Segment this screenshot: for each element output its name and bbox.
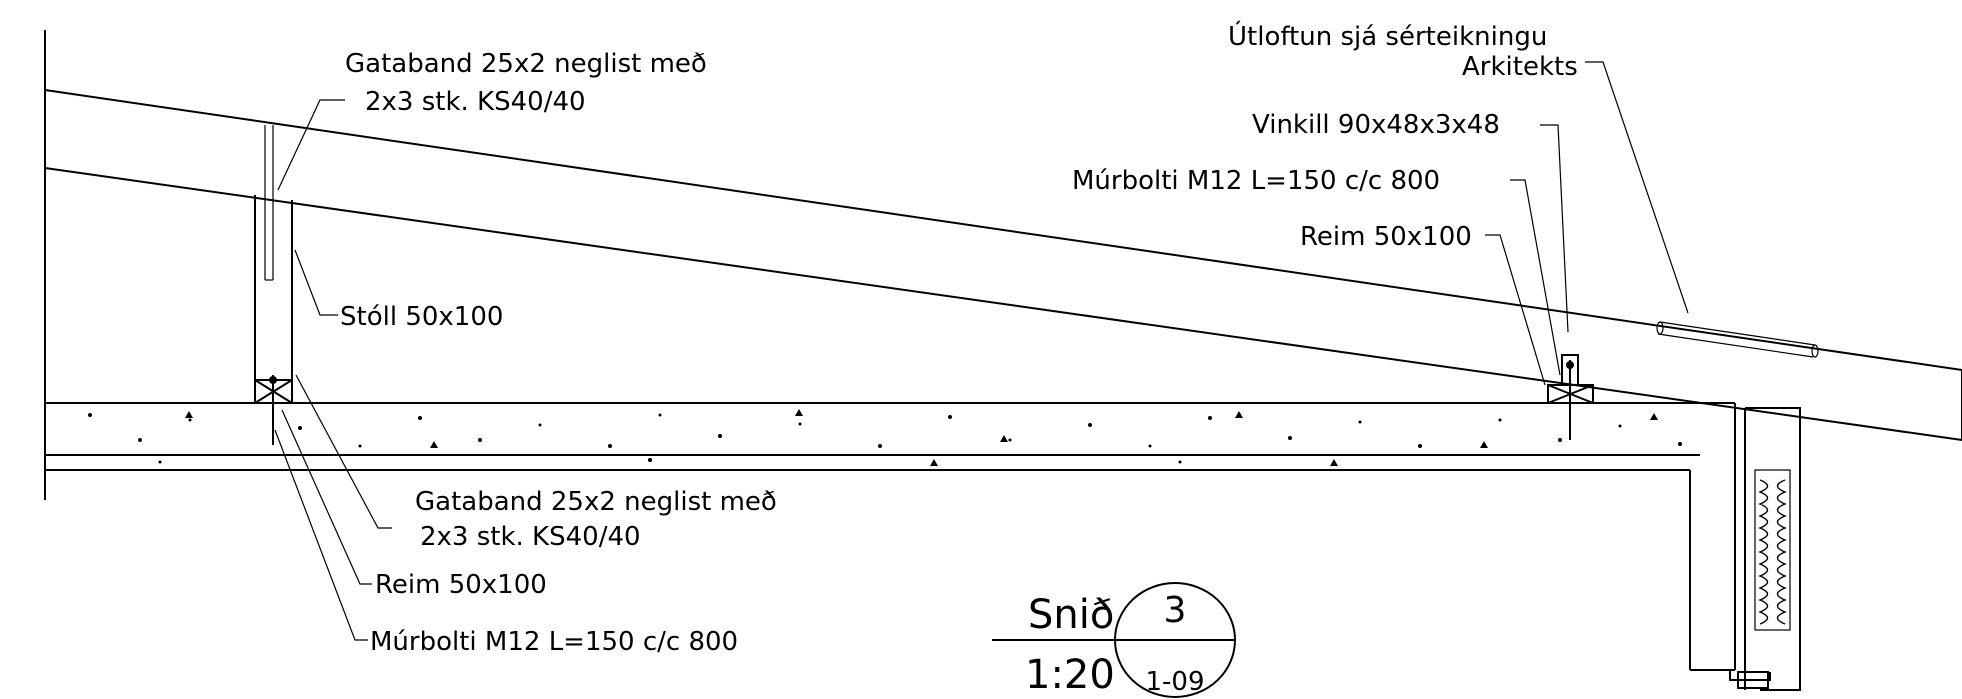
label-gataband-bottom-2: 2x3 stk. KS40/40 [420,522,641,552]
exterior-wall [1690,403,1801,691]
concrete-slab [45,402,1735,670]
label-murbolti-left: Múrbolti M12 L=150 c/c 800 [370,627,738,657]
label-murbolti-right: Múrbolti M12 L=150 c/c 800 [1072,166,1440,196]
label-reim-left: Reim 50x100 [375,570,547,600]
post-stoll [254,125,293,445]
label-utloftun-2: Arkitekts [1462,52,1578,82]
section-scale: 1:20 [1025,652,1115,698]
leader-lines [274,61,1689,641]
rafter [44,89,1962,441]
label-vinkill: Vinkill 90x48x3x48 [1252,110,1500,140]
label-gataband-bottom-1: Gataband 25x2 neglist með [415,487,777,517]
label-stoll: Stóll 50x100 [340,302,503,332]
reim-right-detail [1547,354,1594,440]
concrete-aggregate [88,409,1682,466]
label-gataband-top-1: Gataband 25x2 neglist með [345,49,707,79]
label-utloftun-1: Útloftun sjá sérteikningu [1228,20,1547,52]
section-label: Snið [1028,592,1114,638]
sheet-reference: 1-09 [1145,667,1204,697]
label-gataband-top-2: 2x3 stk. KS40/40 [365,87,586,117]
ventilation-pipe [1656,321,1819,358]
section-title-block: Snið 1:20 3 1-09 [992,582,1236,698]
label-reim-right: Reim 50x100 [1300,222,1472,252]
section-number: 3 [1164,590,1187,631]
